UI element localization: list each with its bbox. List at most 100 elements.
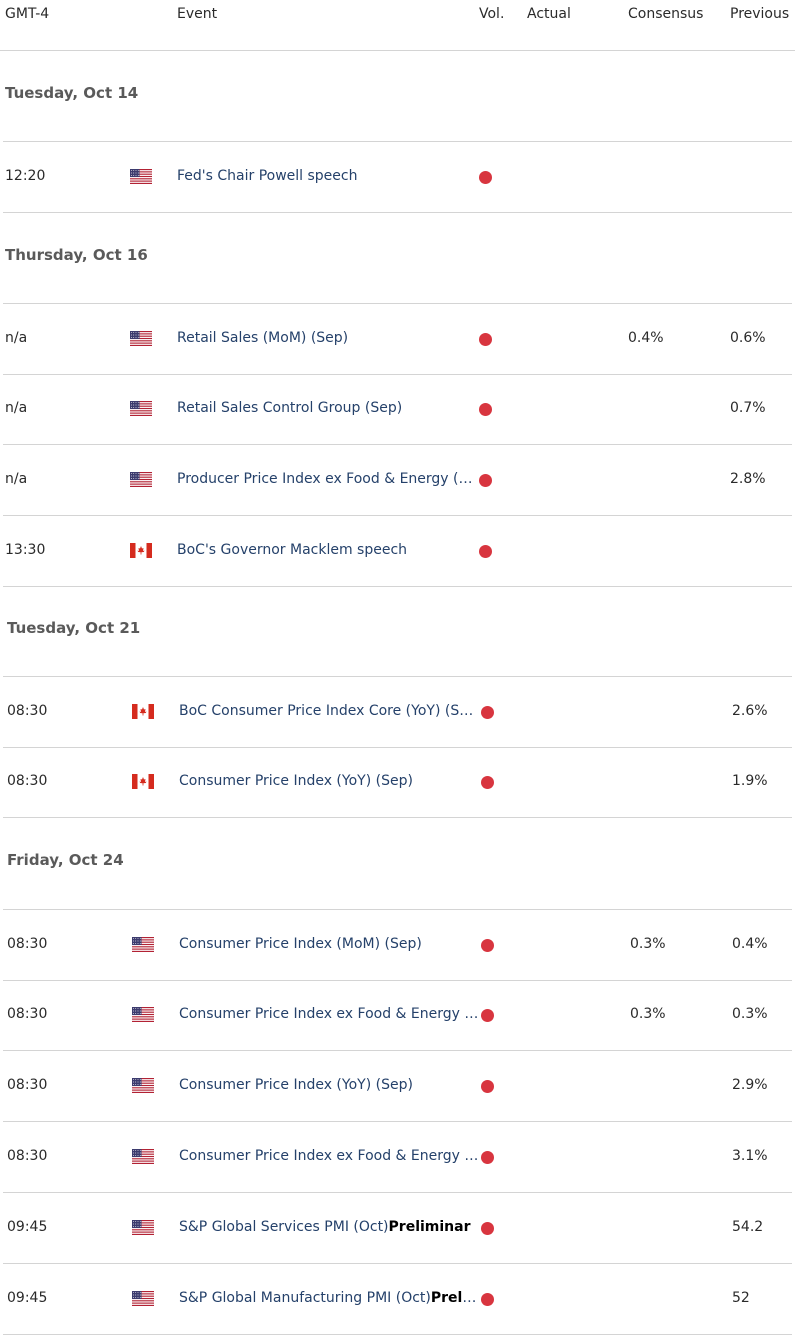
event-header: Event [177,6,218,22]
event-time: 09:45 [7,1290,48,1306]
previous-value: 3.1% [732,1148,768,1164]
consensus-value: 0.3% [630,1006,666,1022]
us-flag-icon [132,1220,154,1235]
event-time: 09:45 [7,1219,48,1235]
event-title: S&P Global Manufacturing PMI (Oct) [179,1290,431,1306]
event-row[interactable]: 12:20 Fed's Chair Powell speech [3,141,792,213]
volatility-high-dot [481,1293,494,1306]
event-row[interactable]: 09:45 S&P Global Manufacturing PMI (Oct)P… [3,1264,792,1335]
event-title: BoC Consumer Price Index Core (YoY) (Se… [179,703,479,719]
event-time: 08:30 [7,773,48,789]
volatility-high-dot [481,1222,494,1235]
event-row[interactable]: 08:30 Consumer Price Index ex Food & Ener… [3,1122,792,1193]
event-name[interactable]: Retail Sales Control Group (Sep) [177,400,402,416]
event-qualifier: Preliminar [388,1219,471,1235]
event-name[interactable]: Consumer Price Index (MoM) (Sep) [179,936,422,952]
event-row[interactable]: 08:30 Consumer Price Index (MoM) (Sep) 0.3… [3,909,792,981]
volatility-high-dot [481,1080,494,1093]
event-title: Consumer Price Index ex Food & Energy (… [179,1006,479,1022]
event-time: 08:30 [7,1077,48,1093]
event-row[interactable]: n/a Retail Sales Control Group (Sep) 0.7% [3,374,792,445]
event-row[interactable]: n/a Producer Price Index ex Food & Energy… [3,445,792,516]
volatility-high-dot [479,333,492,346]
volatility-high-dot [479,403,492,416]
event-name[interactable]: BoC Consumer Price Index Core (YoY) (Se… [179,703,479,719]
event-name[interactable]: BoC's Governor Macklem speech [177,542,407,558]
us-flag-icon [132,937,154,952]
us-flag-icon [130,169,152,184]
event-name[interactable]: Fed's Chair Powell speech [177,168,357,184]
event-name[interactable]: Consumer Price Index ex Food & Energy (… [179,1006,479,1022]
previous-value: 0.7% [730,400,766,416]
us-flag-icon [130,401,152,416]
us-flag-icon [132,1149,154,1164]
day-heading: Tuesday, Oct 21 [7,619,141,637]
volatility-high-dot [479,171,492,184]
event-row[interactable]: 13:30 BoC's Governor Macklem speech [3,516,792,587]
previous-value: 0.4% [732,936,768,952]
ca-flag-icon [132,704,154,719]
volatility-high-dot [481,939,494,952]
event-row[interactable]: n/a Retail Sales (MoM) (Sep) 0.4% 0.6% [3,303,792,375]
event-title: Retail Sales Control Group (Sep) [177,400,403,416]
volatility-high-dot [481,1009,494,1022]
event-title: Producer Price Index ex Food & Energy (Y… [177,471,477,487]
event-row[interactable]: 08:30 Consumer Price Index (YoY) (Sep) 2.9… [3,1051,792,1122]
actual-header: Actual [527,6,571,22]
ca-flag-icon [130,543,152,558]
event-name[interactable]: Consumer Price Index (YoY) (Sep) [179,1077,413,1093]
event-time: 08:30 [7,1006,48,1022]
event-title: Consumer Price Index (MoM) (Sep) [179,936,422,952]
event-row[interactable]: 08:30 Consumer Price Index (YoY) (Sep) 1.9… [3,747,792,818]
event-name[interactable]: S&P Global Manufacturing PMI (Oct)Preli… [179,1290,479,1306]
event-name[interactable]: Retail Sales (MoM) (Sep) [177,330,348,346]
us-flag-icon [130,472,152,487]
event-qualifier: Preli… [430,1290,479,1306]
previous-value: 2.9% [732,1077,768,1093]
previous-value: 0.3% [732,1006,768,1022]
event-time: 08:30 [7,1148,48,1164]
event-row[interactable]: 08:30 BoC Consumer Price Index Core (YoY)… [3,676,792,748]
previous-value: 1.9% [732,773,768,789]
us-flag-icon [132,1007,154,1022]
event-name[interactable]: Producer Price Index ex Food & Energy (Y… [177,471,477,487]
event-name[interactable]: Consumer Price Index (YoY) (Sep) [179,773,413,789]
previous-value: 52 [732,1290,750,1306]
us-flag-icon [132,1291,154,1306]
event-title: Retail Sales (MoM) (Sep) [177,330,349,346]
previous-header: Previous [730,6,790,22]
event-title: Consumer Price Index (YoY) (Sep) [179,773,413,789]
volatility-high-dot [479,474,492,487]
event-row[interactable]: 09:45 S&P Global Services PMI (Oct)Prelim… [3,1193,792,1264]
volatility-high-dot [481,776,494,789]
day-heading: Tuesday, Oct 14 [5,84,139,102]
event-time: 12:20 [5,168,46,184]
event-name[interactable]: Consumer Price Index ex Food & Energy (Y… [179,1148,479,1164]
event-title: Consumer Price Index ex Food & Energy (Y… [179,1148,479,1164]
volatility-high-dot [481,706,494,719]
us-flag-icon [132,1078,154,1093]
table-header: GMT-4 Event Vol. Actual Consensus Previo… [0,0,795,51]
event-name[interactable]: S&P Global Services PMI (Oct)Preliminar [179,1219,471,1235]
previous-value: 2.6% [732,703,768,719]
timezone-header[interactable]: GMT-4 [5,6,50,22]
event-row[interactable]: 08:30 Consumer Price Index ex Food & Ener… [3,980,792,1051]
ca-flag-icon [132,774,154,789]
event-time: n/a [5,400,28,416]
event-title: Fed's Chair Powell speech [177,168,358,184]
previous-value: 0.6% [730,330,766,346]
previous-value: 54.2 [732,1219,764,1235]
consensus-value: 0.4% [628,330,664,346]
event-title: BoC's Governor Macklem speech [177,542,408,558]
consensus-value: 0.3% [630,936,666,952]
consensus-header: Consensus [628,6,704,22]
us-flag-icon [130,331,152,346]
event-time: n/a [5,471,28,487]
vol-header: Vol. [479,6,505,22]
event-title: S&P Global Services PMI (Oct) [179,1219,389,1235]
previous-value: 2.8% [730,471,766,487]
event-time: 08:30 [7,703,48,719]
event-time: n/a [5,330,28,346]
volatility-high-dot [481,1151,494,1164]
volatility-high-dot [479,545,492,558]
